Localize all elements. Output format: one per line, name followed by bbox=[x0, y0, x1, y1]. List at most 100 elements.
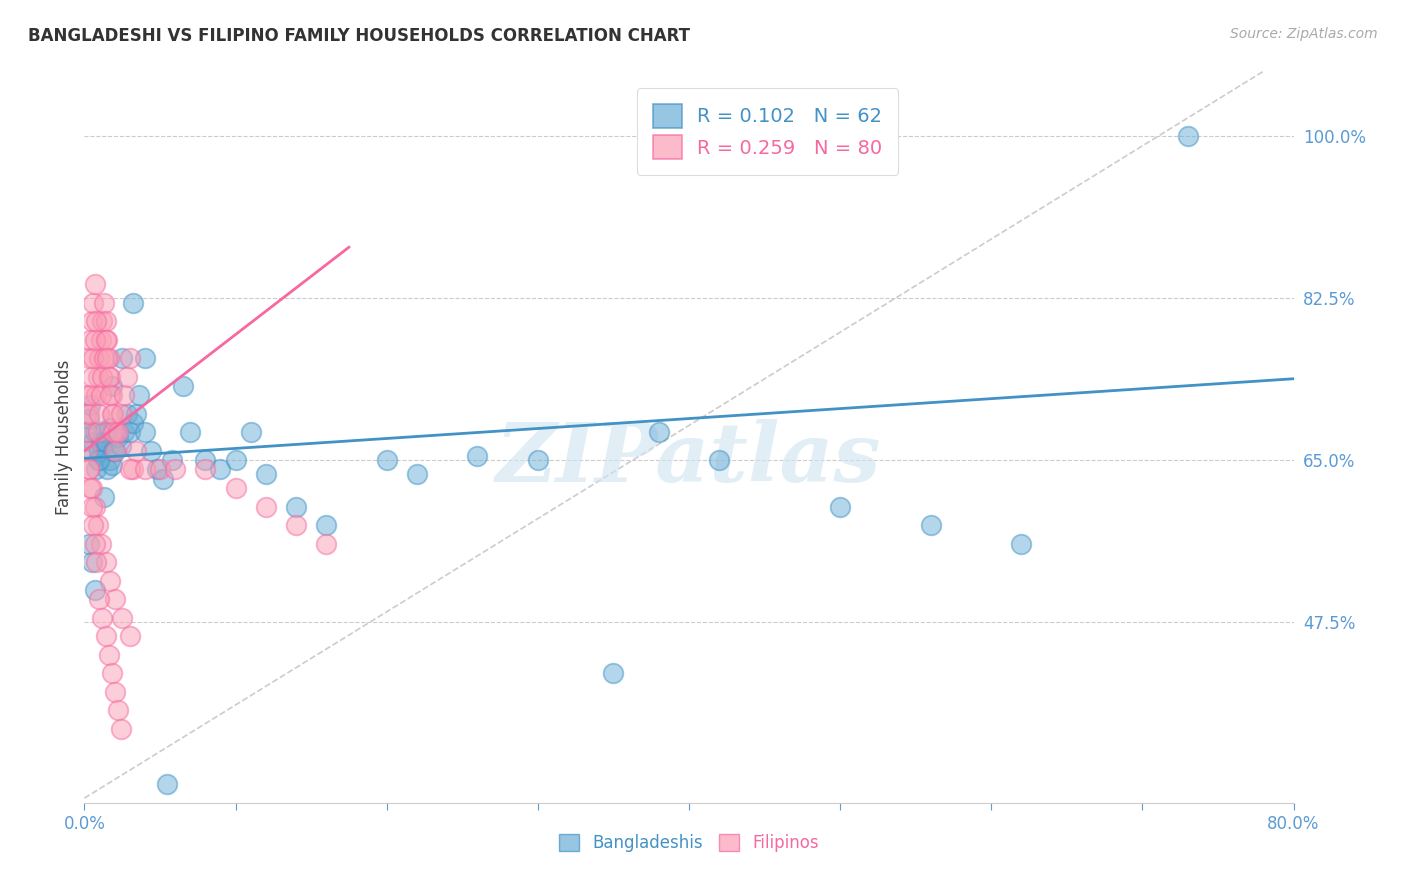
Point bbox=[121, 295, 143, 310]
Point bbox=[111, 351, 134, 366]
Point bbox=[77, 351, 100, 366]
Point bbox=[225, 481, 247, 495]
Point bbox=[648, 425, 671, 440]
Point bbox=[602, 666, 624, 681]
Point bbox=[79, 388, 101, 402]
Point bbox=[76, 388, 98, 402]
Point bbox=[110, 439, 132, 453]
Point bbox=[156, 777, 179, 791]
Point bbox=[82, 518, 104, 533]
Point bbox=[375, 453, 398, 467]
Point bbox=[97, 648, 120, 662]
Point bbox=[87, 518, 110, 533]
Point bbox=[101, 407, 124, 421]
Point bbox=[90, 388, 112, 402]
Point bbox=[100, 379, 122, 393]
Point bbox=[146, 462, 169, 476]
Point bbox=[84, 500, 107, 514]
Y-axis label: Family Households: Family Households bbox=[55, 359, 73, 515]
Point bbox=[172, 379, 194, 393]
Point bbox=[84, 333, 107, 347]
Point bbox=[149, 462, 172, 476]
Point bbox=[82, 434, 104, 449]
Legend: Bangladeshis, Filipinos: Bangladeshis, Filipinos bbox=[550, 825, 828, 860]
Text: BANGLADESHI VS FILIPINO FAMILY HOUSEHOLDS CORRELATION CHART: BANGLADESHI VS FILIPINO FAMILY HOUSEHOLD… bbox=[28, 27, 690, 45]
Point bbox=[94, 555, 117, 569]
Point bbox=[179, 425, 201, 440]
Point bbox=[121, 416, 143, 430]
Point bbox=[1011, 536, 1033, 550]
Point bbox=[79, 481, 101, 495]
Point bbox=[93, 351, 115, 366]
Point bbox=[830, 500, 852, 514]
Point bbox=[96, 333, 118, 347]
Point bbox=[80, 444, 103, 458]
Text: ZIPatlas: ZIPatlas bbox=[496, 419, 882, 499]
Point bbox=[107, 425, 129, 440]
Point bbox=[110, 722, 132, 736]
Point bbox=[100, 388, 122, 402]
Point bbox=[87, 453, 110, 467]
Point bbox=[406, 467, 429, 482]
Point bbox=[920, 518, 942, 533]
Point bbox=[93, 295, 115, 310]
Point bbox=[76, 425, 98, 440]
Point bbox=[1177, 129, 1199, 144]
Point bbox=[285, 500, 308, 514]
Point bbox=[194, 453, 217, 467]
Point bbox=[134, 462, 156, 476]
Point bbox=[125, 407, 148, 421]
Point bbox=[77, 462, 100, 476]
Point bbox=[254, 467, 277, 482]
Point bbox=[97, 421, 120, 435]
Point bbox=[90, 536, 112, 550]
Point bbox=[315, 536, 337, 550]
Point bbox=[93, 425, 115, 440]
Point bbox=[97, 370, 120, 384]
Point bbox=[112, 425, 135, 440]
Point bbox=[91, 314, 114, 328]
Point bbox=[82, 351, 104, 366]
Point bbox=[86, 462, 108, 476]
Point bbox=[80, 500, 103, 514]
Point bbox=[84, 536, 107, 550]
Point bbox=[87, 370, 110, 384]
Point bbox=[110, 407, 132, 421]
Point bbox=[77, 536, 100, 550]
Point bbox=[285, 518, 308, 533]
Text: Source: ZipAtlas.com: Source: ZipAtlas.com bbox=[1230, 27, 1378, 41]
Point bbox=[209, 462, 232, 476]
Point bbox=[107, 703, 129, 717]
Point bbox=[107, 430, 129, 444]
Point bbox=[134, 425, 156, 440]
Point bbox=[104, 425, 127, 440]
Point bbox=[76, 444, 98, 458]
Point bbox=[104, 592, 127, 607]
Point bbox=[152, 472, 174, 486]
Point bbox=[125, 444, 148, 458]
Point bbox=[118, 629, 141, 643]
Point bbox=[118, 425, 141, 440]
Point bbox=[128, 388, 150, 402]
Point bbox=[101, 425, 124, 440]
Point bbox=[96, 351, 118, 366]
Point bbox=[84, 277, 107, 292]
Point bbox=[98, 370, 121, 384]
Point bbox=[98, 453, 121, 467]
Point bbox=[89, 453, 111, 467]
Point bbox=[82, 295, 104, 310]
Point bbox=[84, 425, 107, 440]
Point bbox=[104, 444, 127, 458]
Point bbox=[97, 351, 120, 366]
Point bbox=[93, 490, 115, 504]
Point bbox=[112, 388, 135, 402]
Point bbox=[80, 370, 103, 384]
Point bbox=[80, 481, 103, 495]
Point bbox=[89, 407, 111, 421]
Point bbox=[527, 453, 550, 467]
Point bbox=[80, 555, 103, 569]
Point bbox=[91, 370, 114, 384]
Point bbox=[89, 592, 111, 607]
Point bbox=[111, 610, 134, 624]
Point bbox=[100, 407, 122, 421]
